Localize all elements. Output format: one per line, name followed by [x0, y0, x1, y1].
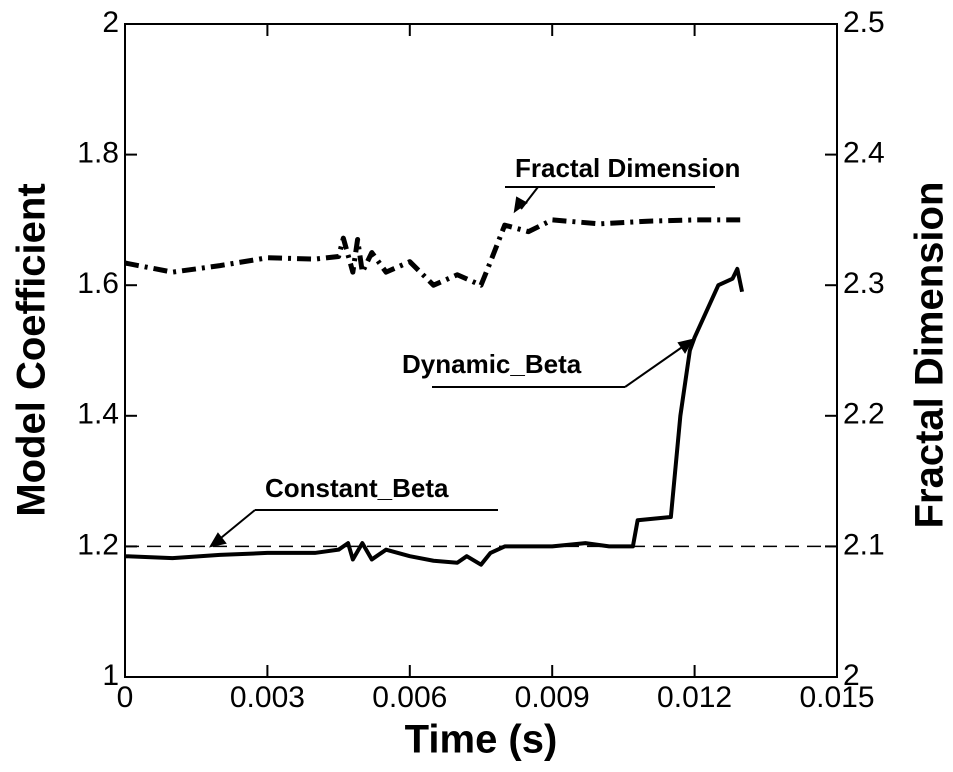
y-tick-label: 2: [102, 6, 119, 39]
x-tick-label: 0.003: [230, 681, 305, 714]
annotation: Fractal Dimension: [515, 153, 740, 183]
series-line: [124, 217, 743, 288]
y2-tick-label: 2.5: [843, 6, 885, 39]
series-line: [124, 266, 745, 567]
y-axis-label: Model Coefficient: [10, 183, 54, 516]
annotation: Constant_Beta: [265, 473, 449, 503]
x-tick-label: 0.015: [799, 681, 874, 714]
x-tick-label: 0: [117, 681, 134, 714]
y-tick-label: 1.8: [77, 137, 119, 170]
y2-axis-label: Fractal Dimension: [908, 182, 952, 529]
y-tick-label: 1.4: [77, 398, 119, 431]
y2-tick-label: 2.4: [843, 137, 885, 170]
y2-tick-label: 2.3: [843, 267, 885, 300]
annotation-arrow: [624, 342, 689, 388]
annotation-arrow: [215, 509, 256, 543]
y2-tick-label: 2.2: [843, 398, 885, 431]
annotations: [208, 186, 715, 548]
x-tick-label: 0.006: [372, 681, 447, 714]
x-axis-label: Time (s): [405, 718, 558, 762]
x-tick-label: 0.012: [657, 681, 732, 714]
y2-tick-label: 2: [843, 659, 860, 692]
x-tick-label: 0.009: [515, 681, 590, 714]
y-tick-label: 1.2: [77, 528, 119, 561]
arrow-head: [208, 532, 227, 548]
y2-tick-label: 2.1: [843, 528, 885, 561]
y-tick-label: 1: [102, 659, 119, 692]
arrow-head: [513, 196, 528, 214]
plot-frame: [124, 23, 838, 678]
arrow-head: [677, 338, 695, 354]
annotation: Dynamic_Beta: [402, 349, 582, 379]
y-tick-label: 1.6: [77, 267, 119, 300]
